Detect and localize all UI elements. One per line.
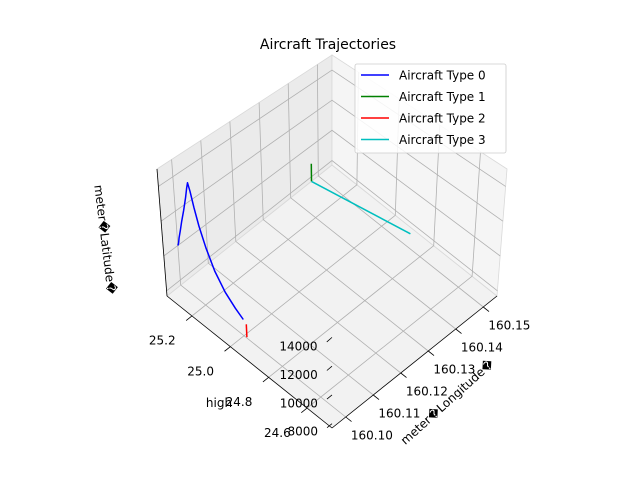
y-tick-label: 24.8 — [226, 395, 253, 409]
x-tick — [428, 350, 435, 356]
z-gridline — [163, 129, 501, 257]
axis-lines: 160.10 160.11 160.12 160.13 160.14 160.15 24.6… — [149, 168, 530, 442]
x-gridline — [258, 102, 429, 352]
x-tick-label: 160.13 — [433, 362, 475, 376]
x-tick — [483, 306, 490, 312]
x-gridline — [171, 159, 346, 418]
y-tick — [262, 377, 269, 383]
x-tick — [373, 394, 380, 400]
z-tick-label: 10000 — [280, 396, 318, 410]
x-tick-label: 160.15 — [488, 318, 530, 332]
trajectory-lines — [177, 163, 411, 338]
y-axis-line — [166, 295, 333, 429]
x-gridline — [200, 140, 374, 396]
y-axis-label: high — [206, 396, 232, 410]
z-gridline — [160, 99, 504, 222]
z-tick — [326, 365, 333, 371]
y-tick — [301, 407, 308, 413]
series-line-type-3 — [311, 180, 411, 235]
y-tick-label: 24.6 — [264, 426, 291, 440]
z-tick-label: 14000 — [279, 339, 317, 353]
x-gridline — [317, 64, 484, 308]
z-tick-label: 12000 — [280, 368, 318, 382]
z-tick — [326, 337, 333, 343]
legend-label-type-1: Aircraft Type 1 — [399, 90, 486, 104]
gridlines — [158, 64, 506, 418]
legend-label-type-3: Aircraft Type 3 — [399, 133, 486, 147]
legend-label-type-0: Aircraft Type 0 — [399, 69, 486, 83]
series-line-type-0 — [177, 182, 244, 320]
x-tick-label: 160.14 — [461, 340, 503, 354]
legend: Aircraft Type 0 Aircraft Type 1 Aircraft T… — [354, 63, 507, 154]
x-axis-line — [331, 295, 498, 429]
y-tick — [185, 315, 193, 321]
z-axis-line — [156, 168, 168, 297]
z-tick-label: 8000 — [288, 425, 319, 439]
y-tick — [224, 346, 231, 352]
series-line-type-2 — [245, 324, 248, 338]
x-tick-label: 160.11 — [378, 406, 420, 420]
y-tick-label: 25.0 — [187, 364, 214, 378]
x-tick-label: 160.10 — [351, 428, 393, 442]
y-tick-label: 25.2 — [149, 334, 176, 348]
z-tick — [326, 394, 333, 400]
x-tick — [400, 372, 407, 378]
x-tick-label: 160.12 — [406, 384, 448, 398]
z-gridline — [166, 159, 498, 292]
x-gridline — [229, 121, 402, 374]
chart-title: Aircraft Trajectories — [260, 37, 396, 53]
y-gridline — [268, 125, 441, 378]
z-axis-label: meter�Latitude� — [91, 184, 118, 296]
y-gridline — [306, 151, 481, 409]
x-tick — [345, 416, 352, 422]
x-gridline — [287, 83, 456, 330]
legend-frame — [354, 63, 507, 154]
x-tick — [455, 328, 462, 334]
legend-label-type-2: Aircraft Type 2 — [399, 112, 486, 126]
